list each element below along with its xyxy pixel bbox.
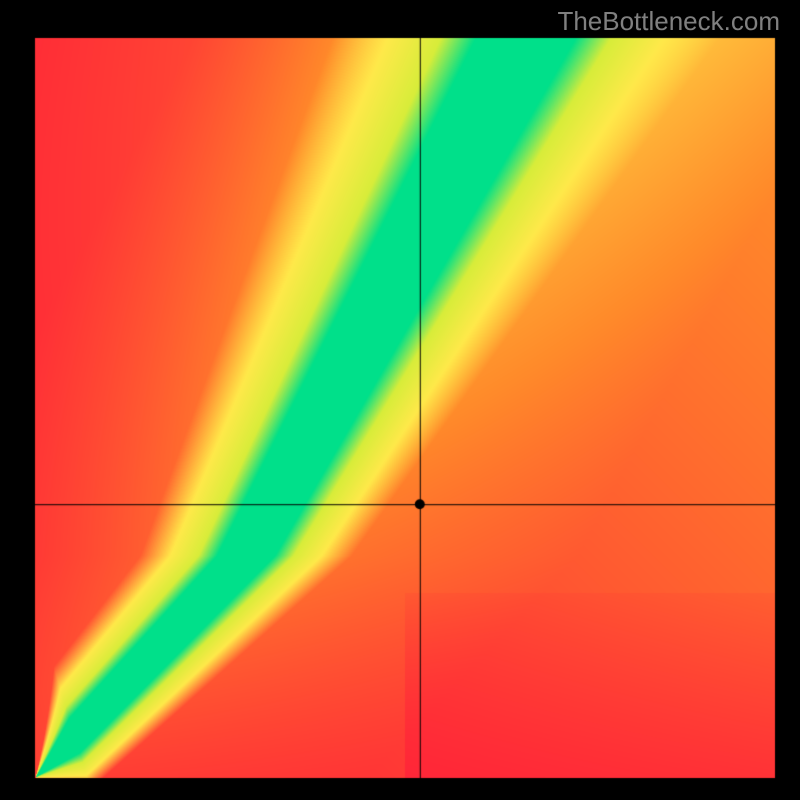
- bottleneck-heatmap: [0, 0, 800, 800]
- watermark-text: TheBottleneck.com: [557, 6, 780, 37]
- chart-container: TheBottleneck.com: [0, 0, 800, 800]
